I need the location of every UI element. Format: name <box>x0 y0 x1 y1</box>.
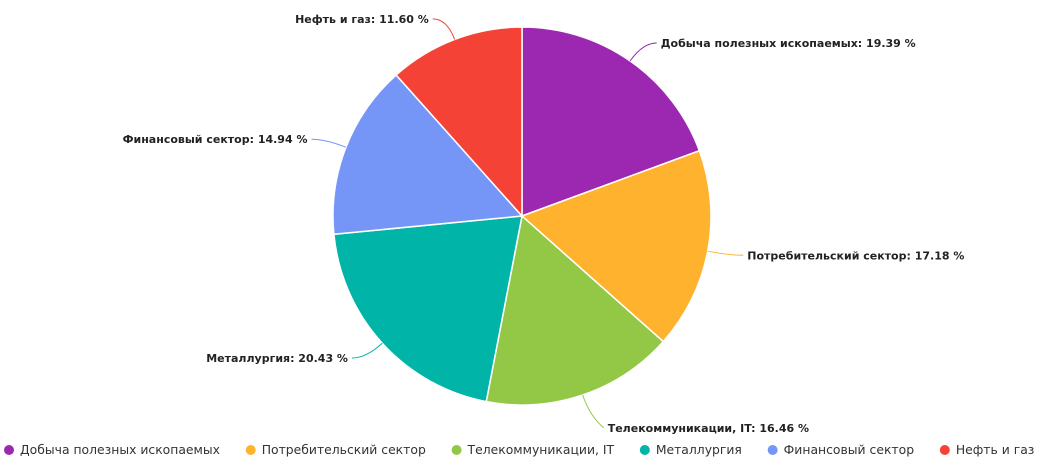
legend-marker-нефть-и-газ <box>939 445 950 455</box>
slice-label-нефть-и-газ: Нефть и газ: 11.60 % <box>295 13 429 26</box>
legend-label-финансовый-сектор: Финансовый сектор <box>784 443 915 457</box>
pie-slice-телекоммуникации-it[interactable] <box>485 214 665 406</box>
label-connectors <box>311 18 744 429</box>
legend-item-металлургия[interactable]: Металлургия <box>639 443 742 457</box>
connector-телекоммуникации-it <box>582 394 605 429</box>
legend: Добыча полезных ископаемых Потребительски… <box>4 443 1034 457</box>
slice-label-потребительский-сектор: Потребительский сектор: 17.18 % <box>747 249 964 262</box>
connector-потребительский-сектор <box>707 250 744 256</box>
slice-label-добыча-полезных-ископаемых: Добыча полезных ископаемых: 19.39 % <box>661 37 916 50</box>
legend-label-нефть-и-газ: Нефть и газ <box>956 443 1035 457</box>
connector-металлургия <box>351 342 383 359</box>
pie-slice-нефть-и-газ[interactable] <box>395 26 523 218</box>
legend-item-телекоммуникации-it[interactable]: Телекоммуникации, IT <box>451 443 615 457</box>
legend-marker-телекоммуникации-it <box>451 445 462 455</box>
legend-marker-финансовый-сектор <box>767 445 778 455</box>
pie-slice-финансовый-сектор[interactable] <box>332 73 524 236</box>
connector-нефть-и-газ <box>432 18 456 40</box>
slice-label-телекоммуникации-it: Телекоммуникации, IT: 16.46 % <box>608 422 809 435</box>
legend-item-потребительский-сектор[interactable]: Потребительский сектор <box>245 443 426 457</box>
legend-label-потребительский-сектор: Потребительский сектор <box>262 443 426 457</box>
legend-marker-добыча-полезных-ископаемых <box>4 445 14 455</box>
legend-label-металлургия: Металлургия <box>656 443 742 457</box>
connector-добыча-полезных-ископаемых <box>629 42 657 62</box>
pie-slice-металлургия[interactable] <box>333 215 523 403</box>
legend-item-добыча-полезных-ископаемых[interactable]: Добыча полезных ископаемых <box>4 443 220 457</box>
pie-slice-добыча-полезных-ископаемых[interactable] <box>521 26 701 218</box>
connector-финансовый-сектор <box>311 138 347 148</box>
slice-label-финансовый-сектор: Финансовый сектор: 14.94 % <box>123 133 308 146</box>
slice-label-металлургия: Металлургия: 20.43 % <box>206 352 348 365</box>
legend-marker-металлургия <box>639 445 650 455</box>
legend-label-добыча-полезных-ископаемых: Добыча полезных ископаемых <box>20 443 220 457</box>
legend-item-нефть-и-газ[interactable]: Нефть и газ <box>939 443 1035 457</box>
slice-labels: Добыча полезных ископаемых: 19.39 % Потре… <box>123 13 965 435</box>
pie-slices <box>332 26 712 406</box>
legend-label-телекоммуникации-it: Телекоммуникации, IT <box>467 443 615 457</box>
legend-marker-потребительский-сектор <box>245 445 256 455</box>
legend-item-финансовый-сектор[interactable]: Финансовый сектор <box>767 443 915 457</box>
